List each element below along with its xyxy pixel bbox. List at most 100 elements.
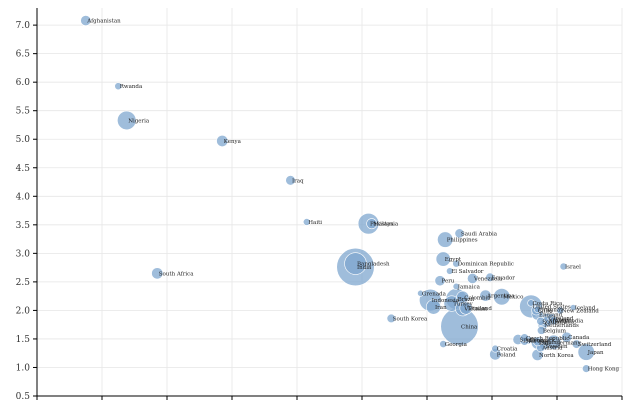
point-label-poland: Poland [497,352,516,358]
point-label-georgia: Georgia [445,342,468,348]
point-label-india: India [357,265,372,271]
point-label-indonesia: Indonesia [432,298,460,304]
point-label-rwanda: Rwanda [120,84,143,90]
point-label-vietnam: Vietnam [463,307,488,313]
bubble-rwanda[interactable] [114,82,123,91]
bubble-scotland[interactable] [536,316,546,326]
point-label-haiti: Haiti [308,220,322,226]
bubble-saudi-arabia[interactable] [454,228,465,239]
point-label-jamaica: Jamaica [457,284,481,290]
bubble-canada[interactable] [561,331,573,343]
point-label-egypt: Egypt [445,257,462,263]
bubble-peru[interactable] [434,275,446,287]
y-tick-label-7: 4.0 [16,192,31,202]
bubble-uruguay[interactable] [533,305,542,313]
point-label-afghanistan: Afghanistan [86,19,121,25]
point-label-france: France [549,318,569,324]
bubble-afghanistan[interactable] [80,15,92,27]
point-label-cambodia: Cambodia [555,319,584,325]
point-label-germany: Germany [555,340,581,346]
bubble-bangladesh[interactable] [344,252,367,275]
bubble-belgium[interactable] [537,325,546,335]
point-label-dominican-republic: Dominican Republic [458,262,514,268]
bubble-jamaica[interactable] [452,282,460,291]
point-label-mexico: Mexico [503,295,524,301]
bubble-mexico[interactable] [493,288,511,306]
point-label-denmark: Denmark [529,338,555,344]
bubble-israel[interactable] [559,262,568,271]
point-label-sweden: Sweden [546,344,569,350]
point-label-australia: Australia [548,319,575,325]
point-label-ireland: Ireland [553,316,574,322]
point-label-colombia: Colombia [464,295,491,301]
bubble-new-zealand[interactable] [556,306,565,315]
bubble-dominican-republic[interactable] [452,259,461,268]
bubble-philippines[interactable] [437,231,454,248]
point-label-england: England [539,312,563,318]
bubble-czech-republic[interactable] [520,333,529,343]
bubble-malaysia[interactable] [366,218,378,230]
bubble-layer [80,15,595,373]
point-label-costa-rica: Costa Rica [533,301,564,307]
bubble-south-africa[interactable] [151,267,164,280]
bubble-cambodia[interactable] [549,316,559,326]
bubble-grenada[interactable] [417,289,424,297]
bubble-switzerland[interactable] [571,339,582,349]
point-label-turkey: Turkey [453,302,473,308]
point-label-nigeria: Nigeria [128,118,150,124]
point-label-scotland: Scotland [542,319,567,325]
bubble-venezuela[interactable] [467,273,478,284]
point-label-el-salvador: El Salvador [451,269,484,275]
bubble-croatia[interactable] [491,344,500,353]
point-label-south-korea: South Korea [393,316,428,322]
point-label-norway: Norway [526,339,549,345]
point-label-south-africa: South Africa [159,271,195,277]
bubble-nigeria[interactable] [117,110,137,131]
bubble-thailand[interactable] [459,301,473,315]
point-label-grenada: Grenada [422,291,447,297]
y-tick-label-6: 3.5 [16,221,31,231]
bubble-georgia[interactable] [439,340,448,348]
bubble-iran[interactable] [425,299,442,315]
point-label-philippines: Philippines [447,238,478,244]
y-tick-label-10: 5.5 [16,107,31,117]
point-label-spain: Spain [520,338,536,344]
point-label-switzerland: Switzerland [578,342,612,348]
bubble-el-salvador[interactable] [446,267,454,275]
point-label-bangladesh: Bangladesh [357,262,390,268]
point-label-saudi-arabia: Saudi Arabia [461,231,498,237]
y-tick-label-2: 1.5 [16,335,31,345]
y-tick-label-1: 1.0 [16,363,31,373]
bubble-iraq[interactable] [285,175,296,186]
point-label-austria: Austria [541,346,563,352]
y-tick-label-11: 6.0 [16,78,31,88]
y-tick-label-9: 5.0 [16,135,31,145]
point-label-malaysia: Malaysia [373,222,399,228]
point-label-pakistan: Pakistan [370,222,394,228]
bubble-hong-kong[interactable] [582,364,591,373]
y-tick-label-13: 7.0 [16,21,31,31]
bubble-iceland[interactable] [569,304,577,311]
point-label-brazil: Brazil [458,297,475,303]
point-label-china: China [461,324,478,330]
point-label-czech-republic: Czech Republic [526,336,569,342]
y-tick-label-8: 4.5 [16,164,31,174]
y-tick-label-3: 2.0 [16,306,31,316]
label-layer: Afghanistan Rwanda Nigeria Kenya Iraq Haiti Pa… [86,19,619,373]
point-label-venezuela: Venezuela [473,276,503,282]
bubble-japan[interactable] [577,343,595,361]
point-label-netherlands: Netherlands [544,323,579,329]
bubble-egypt[interactable] [435,251,451,267]
axis-layer: 0.5 1.0 1.5 2.0 2.5 3.0 3.5 4.0 4.5 5.0 5.5 6.0 6.5 7… [16,8,623,402]
point-label-north-korea: North Korea [539,353,574,359]
bubble-argentina[interactable] [479,289,492,302]
bubble-kenya[interactable] [216,134,229,147]
bubble-finland[interactable] [533,337,542,347]
bubble-ecuador[interactable] [485,272,495,282]
bubble-haiti[interactable] [302,218,311,226]
bubble-south-korea[interactable] [386,313,396,324]
point-label-belgium: Belgium [543,328,567,334]
bubble-costa-rica[interactable] [527,299,535,307]
